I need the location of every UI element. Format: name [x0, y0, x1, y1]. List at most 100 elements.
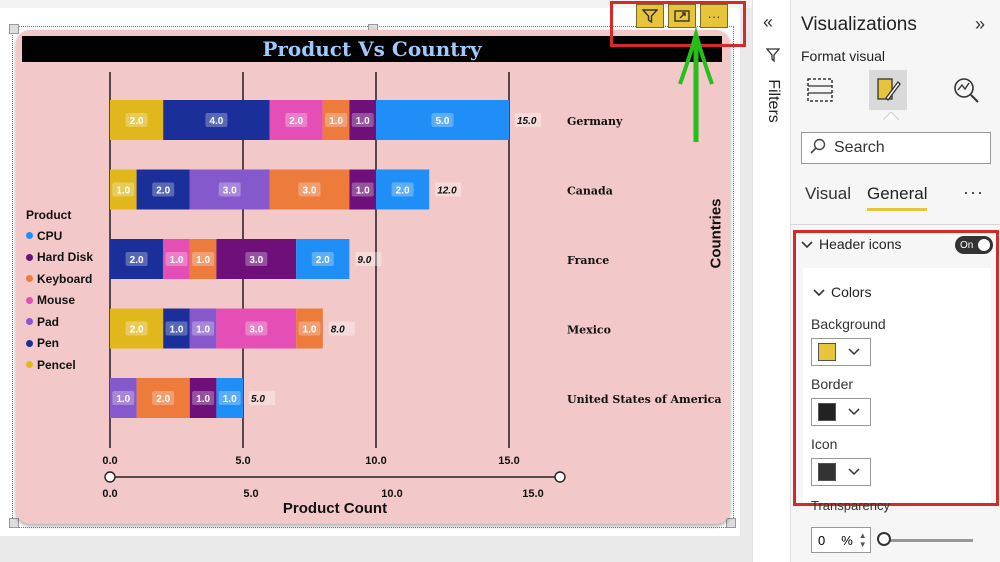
analytics-icon[interactable] — [947, 70, 985, 110]
legend-item[interactable]: Pen — [26, 333, 93, 355]
data-label: 5.0 — [436, 116, 450, 127]
total-label: 15.0 — [517, 116, 537, 127]
chevron-down-icon — [848, 465, 860, 479]
toggle-knob — [978, 239, 990, 251]
filter-icon[interactable] — [636, 4, 664, 28]
resize-handle-bottom-right[interactable] — [726, 518, 736, 528]
data-label: 1.0 — [196, 325, 210, 336]
bar-segment — [110, 378, 137, 418]
resize-handle-top-left[interactable] — [9, 24, 19, 34]
visual-header-icons: ··· — [636, 4, 728, 28]
legend-dot-icon — [26, 339, 33, 347]
data-label-bg — [285, 113, 308, 127]
data-label: 1.0 — [356, 186, 370, 197]
bar-segment — [216, 378, 243, 418]
data-label: 1.0 — [196, 394, 210, 405]
legend-dot-icon — [26, 253, 33, 261]
data-label-bg — [311, 252, 334, 266]
total-label: 8.0 — [331, 325, 345, 336]
x-tick-label: 5.0 — [235, 455, 250, 467]
slider-tick-label: 15.0 — [522, 488, 543, 500]
chart-title-bar: Product Vs Country — [22, 36, 722, 62]
bar-segment — [216, 308, 297, 349]
expand-pane-icon[interactable]: » — [975, 14, 986, 34]
bar-segment — [110, 308, 164, 349]
bar-segment — [296, 308, 323, 349]
transparency-slider-knob[interactable] — [877, 532, 891, 546]
transparency-slider-track[interactable] — [887, 539, 973, 542]
format-visual-icon[interactable] — [869, 70, 907, 110]
search-input[interactable]: Search — [801, 132, 991, 164]
resize-handle-bottom-left[interactable] — [9, 518, 19, 528]
data-label: 1.0 — [170, 325, 184, 336]
background-color-picker[interactable] — [811, 338, 871, 366]
collapse-filters-icon[interactable]: « — [763, 12, 774, 32]
legend-item[interactable]: Hard Disk — [26, 247, 93, 269]
legend-item[interactable]: Pad — [26, 311, 93, 333]
tab-visual[interactable]: Visual — [805, 184, 851, 203]
legend-dot-icon — [26, 296, 33, 304]
data-label: 2.0 — [396, 186, 410, 197]
spinner-icon[interactable]: ▲ ▼ — [858, 531, 867, 549]
header-icons-section[interactable]: Header icons — [801, 236, 902, 252]
header-icons-toggle[interactable]: On — [955, 236, 993, 254]
data-label-bg — [351, 182, 374, 197]
legend-item[interactable]: Keyboard — [26, 268, 93, 290]
tab-general[interactable]: General — [867, 184, 928, 211]
chevron-down-icon — [801, 237, 813, 252]
data-label: 3.0 — [249, 255, 263, 266]
legend-title: Product — [26, 208, 72, 222]
data-label: 2.0 — [156, 186, 170, 197]
colors-section[interactable]: Colors — [813, 284, 871, 300]
bar-segment — [269, 100, 323, 140]
filters-pane-collapsed[interactable]: « Filters — [752, 0, 791, 562]
data-label: 3.0 — [249, 325, 263, 336]
divider — [791, 224, 1000, 225]
format-tool-row — [801, 70, 991, 110]
data-label: 1.0 — [223, 394, 237, 405]
transparency-label: Transparency — [811, 498, 890, 513]
icon-color-picker[interactable] — [811, 458, 871, 486]
data-label-bg — [192, 391, 215, 405]
report-canvas: Product Vs Country 0.0 5.0 10.0 15.0 2.0 4.0 2… — [0, 0, 752, 536]
border-color-picker[interactable] — [811, 398, 871, 426]
chart-plot: 0.0 5.0 10.0 15.0 2.0 4.0 2.0 1.0 1.0 5.0 15.0 Germ… — [102, 72, 722, 500]
toggle-label: On — [960, 239, 974, 251]
legend-dot-icon — [26, 232, 33, 240]
data-label: 3.0 — [223, 186, 237, 197]
data-label-bg — [298, 182, 321, 197]
more-options-icon[interactable]: ··· — [700, 4, 728, 28]
tool-pointer-icon — [883, 112, 899, 120]
bar-segment — [376, 169, 430, 210]
build-visual-icon[interactable] — [801, 70, 839, 110]
data-label-bg — [112, 182, 135, 197]
data-label: 1.0 — [303, 325, 317, 336]
bar-segment — [189, 308, 217, 349]
transparency-input[interactable]: 0 % ▲ ▼ — [811, 527, 871, 553]
data-label: 2.0 — [316, 255, 330, 266]
legend-dot-icon — [26, 318, 33, 326]
category-label: France — [567, 254, 609, 267]
data-label-bg — [192, 321, 215, 336]
transparency-unit: % — [841, 532, 853, 548]
border-swatch — [818, 403, 836, 421]
legend-item[interactable]: Pencel — [26, 354, 93, 376]
pane-subtitle: Format visual — [801, 48, 886, 64]
bar-segment — [163, 308, 190, 349]
data-label: 2.0 — [130, 116, 144, 127]
x-axis-label: Product Count — [282, 500, 388, 517]
data-label-bg — [125, 252, 148, 266]
legend-item[interactable]: Mouse — [26, 290, 93, 312]
data-label-bg — [391, 182, 414, 197]
filters-label[interactable]: Filters — [765, 79, 782, 123]
more-options-icon[interactable]: ··· — [963, 182, 984, 202]
canvas-top-strip — [0, 0, 752, 8]
focus-mode-icon[interactable] — [668, 4, 696, 28]
section-label: Header icons — [819, 236, 902, 252]
total-label-bg — [249, 391, 275, 405]
search-icon — [810, 138, 826, 159]
bar-segment — [216, 239, 297, 279]
legend-item[interactable]: CPU — [26, 225, 93, 247]
data-label: 2.0 — [130, 255, 144, 266]
data-label: 1.0 — [356, 116, 370, 127]
